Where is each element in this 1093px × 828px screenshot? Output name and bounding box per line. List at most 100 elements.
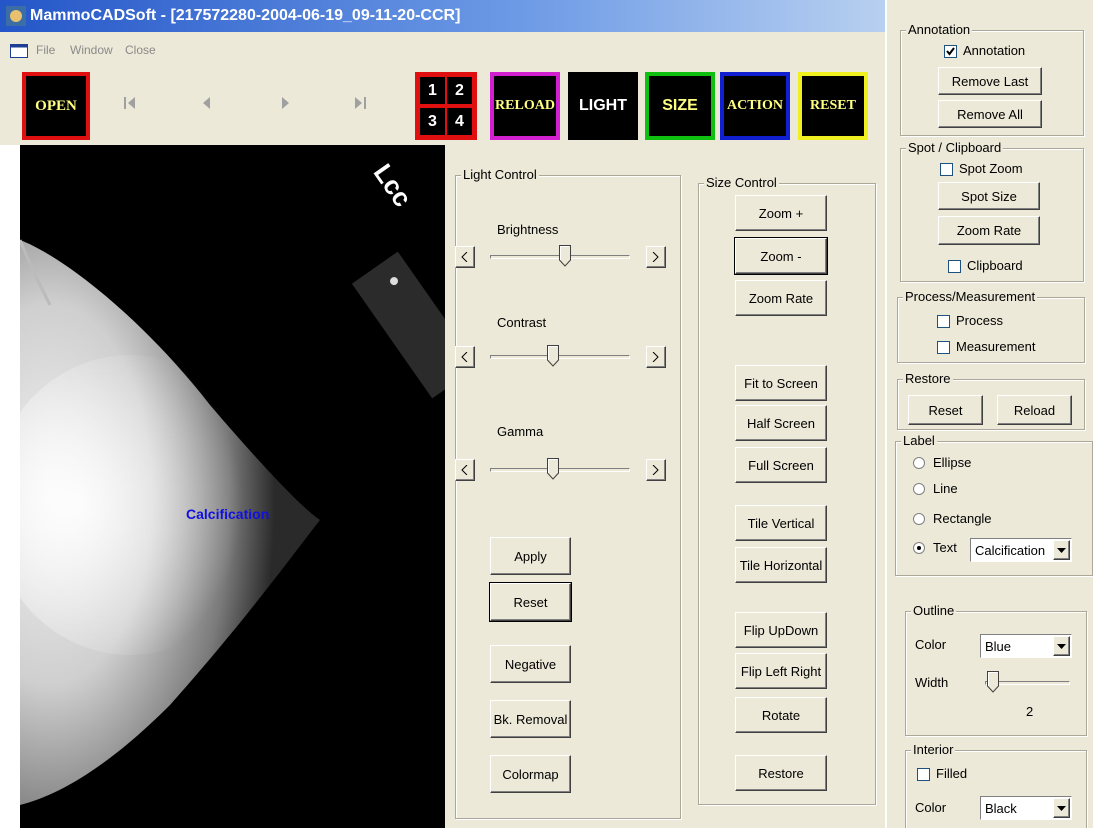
button[interactable]: Tile Horizontal — [735, 547, 827, 583]
title-bar — [0, 0, 885, 32]
button[interactable]: Restore — [735, 755, 827, 791]
toolbar-button[interactable]: LIGHT — [568, 72, 638, 140]
mammogram-image — [20, 145, 445, 828]
right-arrow — [652, 352, 659, 362]
radio-button[interactable] — [913, 513, 925, 525]
scroll-left[interactable] — [455, 246, 475, 268]
button[interactable]: Colormap — [490, 755, 571, 793]
group-title: Label — [901, 433, 937, 448]
combo-value: Blue — [985, 639, 1012, 654]
scroll-right[interactable] — [646, 346, 666, 368]
left-arrow — [461, 352, 468, 362]
label: Spot Zoom — [959, 161, 1023, 176]
layout-button[interactable]: 1 — [419, 76, 446, 105]
scroll-left[interactable] — [455, 346, 475, 368]
group-title: Size Control — [704, 175, 779, 190]
checkbox[interactable] — [940, 163, 953, 176]
label: Contrast — [497, 315, 547, 330]
button[interactable]: Apply — [490, 537, 571, 575]
label: Window — [70, 43, 113, 57]
right-panel-divider — [885, 0, 887, 828]
button[interactable]: Negative — [490, 645, 571, 683]
checkbox[interactable] — [937, 315, 950, 328]
left-arrow — [461, 465, 468, 475]
layout-button[interactable]: 4 — [446, 107, 473, 136]
button[interactable]: Tile Vertical — [735, 505, 827, 541]
checkbox[interactable] — [937, 341, 950, 354]
label: File — [36, 43, 56, 57]
combo-arrow[interactable] — [1053, 636, 1070, 656]
label: Measurement — [956, 339, 1036, 354]
combo-box[interactable]: Blue — [980, 634, 1072, 658]
button[interactable]: Spot Size — [938, 182, 1040, 210]
button[interactable]: Zoom Rate — [938, 216, 1040, 245]
radio-button[interactable] — [913, 483, 925, 495]
button[interactable]: Reset — [489, 582, 572, 622]
combo-value: Calcification — [975, 543, 1046, 558]
button[interactable]: Half Screen — [735, 405, 827, 441]
layout-button[interactable]: 2 — [446, 76, 473, 105]
toolbar-button[interactable]: RESET — [798, 72, 868, 140]
button[interactable]: Bk. Removal — [490, 700, 571, 738]
label: Filled — [936, 766, 968, 781]
button[interactable]: Fit to Screen — [735, 365, 827, 401]
arrow-icon — [1057, 805, 1066, 811]
toolbar-button[interactable]: RELOAD — [490, 72, 560, 140]
button[interactable]: Zoom - — [734, 237, 828, 275]
group-box — [905, 611, 1087, 736]
checkbox[interactable] — [948, 260, 961, 273]
button[interactable]: Zoom + — [735, 195, 827, 231]
label: Rectangle — [933, 511, 992, 526]
button[interactable]: Zoom Rate — [735, 280, 827, 316]
label: Ellipse — [933, 455, 972, 470]
slider-thumb — [559, 245, 571, 267]
scroll-right[interactable] — [646, 459, 666, 481]
left-margin — [0, 145, 20, 828]
label: Color — [915, 637, 947, 652]
combo-box[interactable]: Black — [980, 796, 1072, 820]
checkbox[interactable] — [944, 45, 957, 58]
combo-arrow[interactable] — [1053, 540, 1070, 560]
button[interactable]: Reload — [997, 395, 1072, 425]
label: Color — [915, 800, 947, 815]
open-button[interactable]: OPEN — [22, 72, 90, 140]
button[interactable]: Full Screen — [735, 447, 827, 483]
group-box — [455, 175, 681, 819]
button[interactable]: Remove All — [938, 100, 1042, 128]
menu-icon — [10, 44, 28, 58]
right-arrow — [652, 252, 659, 262]
layout-button[interactable]: 3 — [419, 107, 446, 136]
slider-thumb — [547, 458, 559, 480]
button[interactable]: Remove Last — [938, 67, 1042, 95]
label: Clipboard — [967, 258, 1023, 273]
slider-track — [985, 681, 1070, 685]
toolbar-button[interactable]: ACTION — [720, 72, 790, 140]
radio-button[interactable] — [913, 542, 925, 554]
right-arrow — [652, 465, 659, 475]
slider-thumb — [987, 671, 999, 693]
slider-track — [490, 355, 630, 359]
arrow-icon — [1057, 643, 1066, 649]
slider-track — [490, 468, 630, 472]
button[interactable]: Flip Left Right — [735, 653, 827, 689]
combo-box[interactable]: Calcification — [970, 538, 1072, 562]
button[interactable]: Flip UpDown — [735, 612, 827, 648]
arrow-icon — [1057, 547, 1066, 553]
label: Annotation — [963, 43, 1026, 58]
group-box — [900, 30, 1084, 136]
group-title: Interior — [911, 742, 956, 757]
label: MammoCADSoft - [217572280-2004-06-19_09-… — [30, 7, 461, 24]
label: Close — [125, 43, 156, 57]
scroll-right[interactable] — [646, 246, 666, 268]
checkbox[interactable] — [917, 768, 930, 781]
button[interactable]: Rotate — [735, 697, 827, 733]
label: Gamma — [497, 424, 544, 439]
combo-arrow[interactable] — [1053, 798, 1070, 818]
scroll-left[interactable] — [455, 459, 475, 481]
toolbar-button[interactable]: SIZE — [645, 72, 715, 140]
radio-button[interactable] — [913, 457, 925, 469]
nav-icons — [124, 97, 366, 109]
button[interactable]: Reset — [908, 395, 983, 425]
label: Line — [933, 481, 958, 496]
